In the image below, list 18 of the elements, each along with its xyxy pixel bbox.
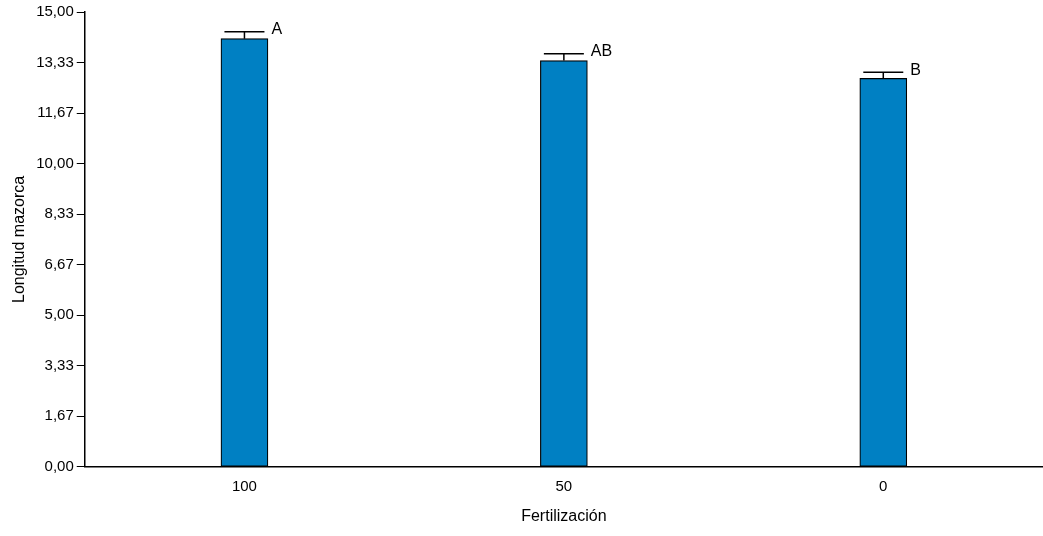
y-tick-label: 8,33 bbox=[44, 204, 74, 222]
y-tick-label: 10,00 bbox=[36, 153, 74, 171]
y-tick-label: 6,67 bbox=[44, 254, 74, 272]
x-axis-title: Fertilización bbox=[521, 506, 607, 524]
annotation: B bbox=[910, 60, 921, 78]
annotation: AB bbox=[590, 42, 613, 60]
y-tick-label: 3,33 bbox=[44, 355, 74, 373]
y-tick-label: 0,00 bbox=[44, 456, 74, 474]
y-tick-label: 15,00 bbox=[36, 2, 74, 20]
y-tick-label: 11,67 bbox=[37, 103, 74, 121]
y-tick-label: 5,00 bbox=[44, 305, 74, 323]
y-tick-label: 1,67 bbox=[44, 406, 74, 424]
x-tick-label: 0 bbox=[879, 476, 888, 494]
y-axis-title: Longitud mazorca bbox=[10, 175, 28, 303]
x-tick-label: 50 bbox=[555, 476, 573, 494]
y-tick-label: 13,33 bbox=[36, 52, 74, 70]
annotation: A bbox=[271, 20, 283, 38]
x-tick-label: 100 bbox=[231, 476, 257, 494]
